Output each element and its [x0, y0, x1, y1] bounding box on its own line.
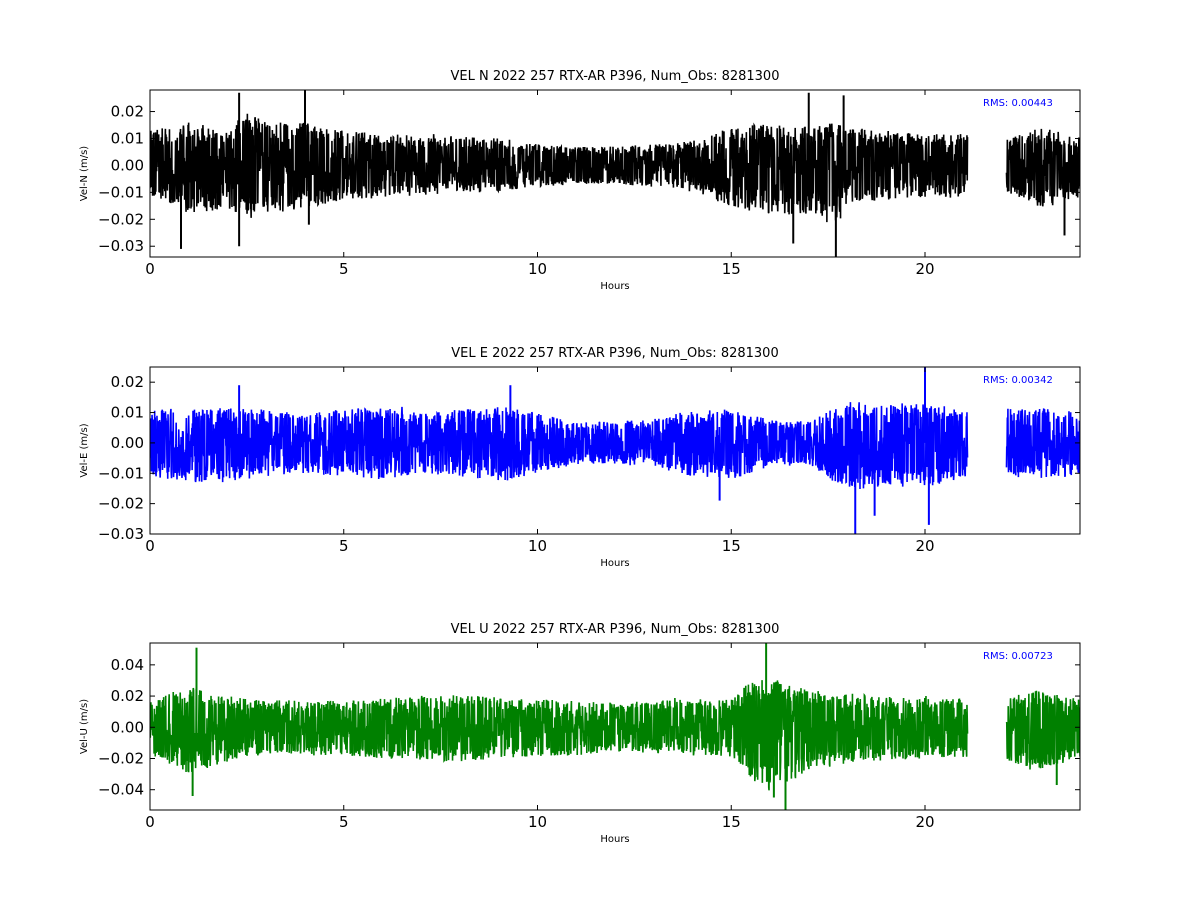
x-tick-label: 10 [528, 260, 547, 278]
rms-annotation: RMS: 0.00342 [983, 375, 1053, 386]
x-tick-label: 0 [145, 537, 155, 555]
subplot-title: VEL N 2022 257 RTX-AR P396, Num_Obs: 828… [451, 69, 780, 84]
y-axis-label: Vel-E (m/s) [79, 423, 90, 477]
series-line-segment-before-gap [150, 680, 969, 791]
axes-frame [149, 642, 1081, 811]
y-tick-label: 0.01 [111, 129, 144, 147]
subplot-title: VEL E 2022 257 RTX-AR P396, Num_Obs: 828… [451, 346, 778, 361]
x-tick-label: 20 [915, 813, 934, 831]
series-line-segment-before-gap [150, 402, 969, 489]
y-tick-label: 0.00 [111, 718, 144, 736]
y-axis-label: Vel-N (m/s) [79, 146, 90, 201]
y-tick-label: −0.04 [98, 781, 144, 799]
y-tick-label: 0.02 [111, 687, 144, 705]
y-tick-label: 0.02 [111, 373, 144, 391]
subplot-2: 0 5 10 15 20 −0.03 −0.02 −0.01 0.00 0.01 0.02 VEL E… [79, 346, 1081, 569]
series-line-segment-after-gap [1005, 690, 1080, 770]
y-tick-label: 0.00 [111, 434, 144, 452]
x-tick-label: 15 [722, 537, 741, 555]
rms-annotation: RMS: 0.00443 [983, 98, 1053, 109]
series-group [150, 90, 1080, 257]
subplot-title: VEL U 2022 257 RTX-AR P396, Num_Obs: 828… [451, 622, 780, 637]
y-tick-label: 0.02 [111, 103, 144, 121]
y-tick-label: −0.03 [98, 237, 144, 255]
y-tick-label: −0.01 [98, 464, 144, 482]
y-tick-label: −0.02 [98, 210, 144, 228]
x-tick-label: 5 [339, 260, 349, 278]
x-tick-label: 15 [722, 260, 741, 278]
series-line-segment-after-gap [1005, 128, 1080, 207]
x-axis-label: Hours [600, 281, 629, 292]
x-tick-label: 0 [145, 813, 155, 831]
y-tick-label: −0.02 [98, 495, 144, 513]
axes-frame [149, 89, 1081, 258]
x-tick-label: 5 [339, 537, 349, 555]
series-group [150, 367, 1080, 534]
x-tick-label: 10 [528, 537, 547, 555]
y-tick-label: −0.02 [98, 749, 144, 767]
series-group [150, 643, 1080, 810]
subplot-1: 0 5 10 15 20 −0.03 −0.02 −0.01 0.00 0.01 0.02 VEL N… [79, 69, 1081, 292]
x-axis-label: Hours [600, 834, 629, 845]
series-line-segment-after-gap [1005, 408, 1080, 478]
y-tick-label: 0.01 [111, 404, 144, 422]
x-tick-label: 20 [915, 260, 934, 278]
rms-annotation: RMS: 0.00723 [983, 651, 1053, 662]
x-axis-label: Hours [600, 558, 629, 569]
y-tick-label: 0.00 [111, 156, 144, 174]
axes-frame [149, 366, 1081, 535]
y-tick-label: −0.01 [98, 183, 144, 201]
x-tick-label: 20 [915, 537, 934, 555]
x-tick-label: 15 [722, 813, 741, 831]
x-tick-label: 5 [339, 813, 349, 831]
y-tick-label: −0.03 [98, 525, 144, 543]
series-line-segment-before-gap [150, 113, 969, 223]
y-tick-label: 0.04 [111, 656, 144, 674]
x-tick-label: 0 [145, 260, 155, 278]
x-tick-label: 10 [528, 813, 547, 831]
subplot-3: 0 5 10 15 20 −0.04 −0.02 0.00 0.02 0.04 VEL U 2022… [79, 622, 1081, 845]
y-axis-label: Vel-U (m/s) [79, 699, 90, 754]
